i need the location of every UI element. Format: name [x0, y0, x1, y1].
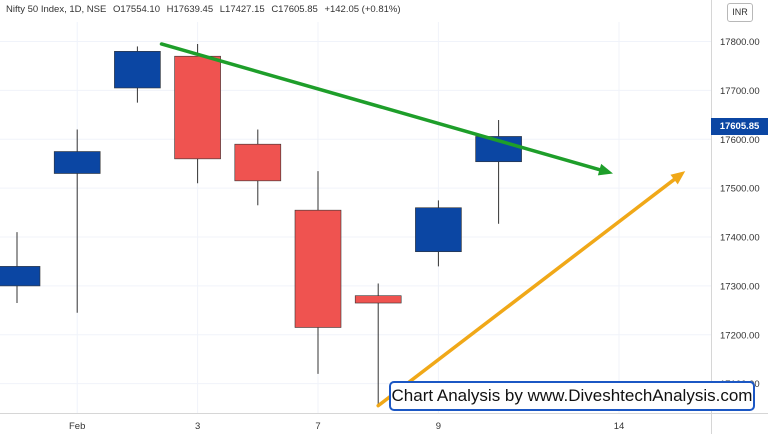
green-trendline: [159, 42, 602, 172]
x-tick-label: 14: [614, 421, 625, 432]
y-tick-label: 17800.00: [720, 37, 760, 48]
y-tick-label: 17600.00: [720, 135, 760, 146]
currency-button[interactable]: INR: [727, 3, 753, 22]
bearish-candle: [294, 209, 342, 328]
bearish-candle: [174, 55, 221, 160]
bullish-candle: [53, 151, 101, 174]
y-tick-label: 17300.00: [720, 281, 760, 292]
bearish-candle: [234, 143, 282, 182]
bearish-candle: [354, 295, 402, 304]
close-value: C17605.85: [271, 4, 318, 15]
change-value: +142.05 (+0.81%): [324, 4, 401, 15]
x-tick-label: 7: [315, 421, 320, 432]
y-tick-label: 17500.00: [720, 184, 760, 195]
x-tick-label: 3: [195, 421, 200, 432]
bullish-candle: [114, 51, 161, 89]
y-tick-label: 17200.00: [720, 330, 760, 341]
bullish-candle: [0, 266, 41, 287]
y-tick-label: 17400.00: [720, 233, 760, 244]
low-value: L17427.15: [219, 4, 265, 15]
orange-trendline: [376, 177, 676, 408]
x-tick-label: 9: [436, 421, 441, 432]
chart-header: Nifty 50 Index, 1D, NSE O17554.10 H17639…: [6, 4, 405, 15]
open-value: O17554.10: [112, 4, 160, 15]
watermark-box: Chart Analysis by www.DiveshtechAnalysis…: [389, 381, 755, 411]
orange-trendline-arrowhead: [670, 171, 686, 185]
green-trendline-arrowhead: [597, 163, 613, 176]
x-tick-label: Feb: [69, 421, 85, 432]
bullish-candle: [415, 207, 462, 253]
y-tick-label: 17700.00: [720, 86, 760, 97]
last-price-tag: 17605.85: [711, 118, 768, 135]
high-value: H17639.45: [166, 4, 214, 15]
symbol-label: Nifty 50 Index, 1D, NSE: [6, 4, 107, 15]
